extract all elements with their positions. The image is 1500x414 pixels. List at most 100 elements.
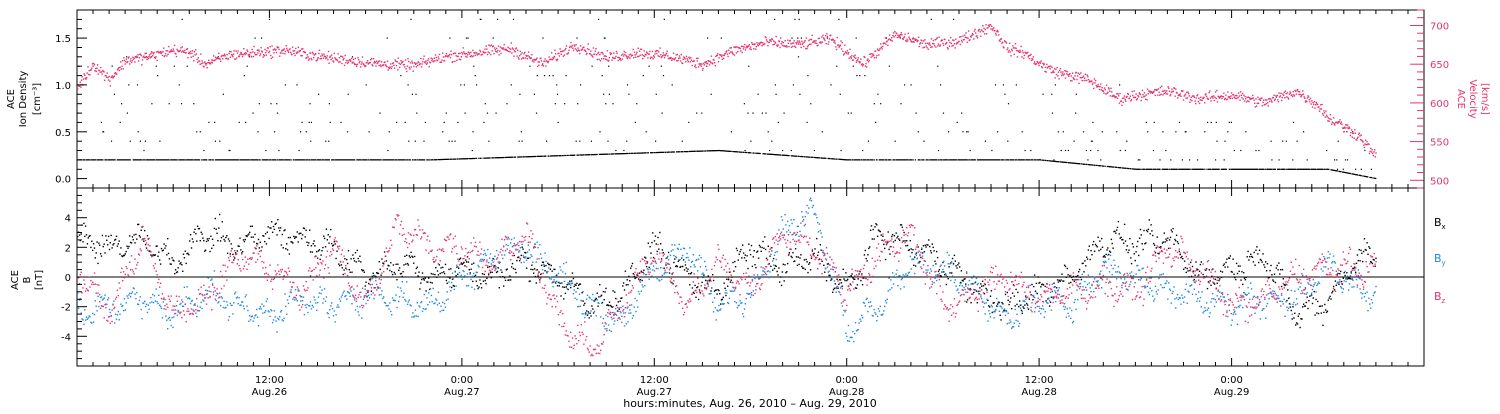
bx-point — [491, 277, 492, 278]
bx-point — [238, 246, 239, 247]
velocity-point — [1173, 91, 1174, 92]
velocity-point — [327, 59, 328, 60]
bx-point — [476, 281, 477, 282]
density-point — [446, 113, 447, 114]
bx-point — [211, 248, 212, 249]
velocity-point — [397, 69, 398, 70]
density-point — [1139, 169, 1140, 170]
velocity-point — [294, 55, 295, 56]
velocity-point — [421, 63, 422, 64]
density-point — [269, 19, 270, 20]
velocity-point — [1006, 49, 1007, 50]
velocity-point — [968, 30, 969, 31]
velocity-point — [454, 53, 455, 54]
velocity-point — [815, 40, 816, 41]
bx-point — [270, 227, 271, 228]
velocity-point — [772, 44, 773, 45]
velocity-point — [528, 52, 529, 53]
bx-point — [757, 251, 758, 252]
density-point — [937, 66, 938, 67]
bx-point — [657, 237, 658, 238]
density-point — [802, 156, 803, 157]
bx-point — [113, 243, 114, 244]
velocity-point — [1354, 129, 1355, 130]
velocity-point — [1051, 72, 1052, 73]
velocity-point — [891, 37, 892, 38]
velocity-point — [642, 54, 643, 55]
velocity-point — [804, 41, 805, 42]
velocity-point — [1044, 71, 1045, 72]
bx-point — [659, 232, 660, 233]
velocity-point — [1164, 90, 1165, 91]
density-point — [249, 159, 250, 160]
velocity-point — [309, 58, 310, 59]
bx-point — [322, 247, 323, 248]
bx-point — [669, 272, 670, 273]
velocity-point — [656, 50, 657, 51]
bx-point — [898, 238, 899, 239]
bx-point — [470, 269, 471, 270]
bx-point — [321, 250, 322, 251]
velocity-point — [983, 28, 984, 29]
velocity-point — [879, 48, 880, 49]
bx-point — [869, 246, 870, 247]
density-point — [278, 150, 279, 151]
velocity-point — [1324, 112, 1325, 113]
bx-point — [897, 236, 898, 237]
velocity-point — [801, 47, 802, 48]
velocity-point — [959, 36, 960, 37]
bx-point — [605, 288, 606, 289]
velocity-point — [1238, 92, 1239, 93]
density-point — [238, 159, 239, 160]
velocity-point — [486, 48, 487, 49]
velocity-point — [268, 47, 269, 48]
velocity-point — [249, 54, 250, 55]
velocity-point — [491, 44, 492, 45]
velocity-point — [721, 56, 722, 57]
velocity-point — [615, 58, 616, 59]
bx-point — [770, 266, 771, 267]
bx-point — [354, 260, 355, 261]
density-point — [519, 141, 520, 142]
velocity-point — [192, 50, 193, 51]
density-point — [688, 151, 689, 152]
velocity-point — [233, 54, 234, 55]
density-point — [1216, 141, 1217, 142]
velocity-point — [286, 48, 287, 49]
bx-point — [515, 269, 516, 270]
density-point — [807, 122, 808, 123]
velocity-point — [399, 67, 400, 68]
velocity-point — [1248, 97, 1249, 98]
density-point — [396, 159, 397, 160]
density-point — [120, 122, 121, 123]
velocity-point — [559, 55, 560, 56]
bx-point — [358, 260, 359, 261]
bx-point — [146, 247, 147, 248]
bx-point — [210, 236, 211, 237]
velocity-point — [426, 64, 427, 65]
velocity-point — [398, 58, 399, 59]
velocity-point — [1264, 104, 1265, 105]
velocity-point — [1009, 43, 1010, 44]
bx-point — [539, 279, 540, 280]
velocity-point — [594, 54, 595, 55]
density-point — [127, 113, 128, 114]
bx-point — [178, 260, 179, 261]
bx-point — [129, 235, 130, 236]
velocity-point — [1099, 89, 1100, 90]
velocity-point — [627, 58, 628, 59]
velocity-point — [387, 61, 388, 62]
velocity-point — [1210, 97, 1211, 98]
velocity-point — [128, 56, 129, 57]
density-point — [853, 66, 854, 67]
velocity-point — [133, 58, 134, 59]
velocity-point — [1286, 96, 1287, 97]
velocity-point — [599, 59, 600, 60]
density-point — [576, 141, 577, 142]
velocity-point — [266, 50, 267, 51]
density-point — [156, 66, 157, 67]
bx-point — [772, 270, 773, 271]
velocity-point — [917, 40, 918, 41]
bx-point — [505, 280, 506, 281]
velocity-point — [780, 37, 781, 38]
